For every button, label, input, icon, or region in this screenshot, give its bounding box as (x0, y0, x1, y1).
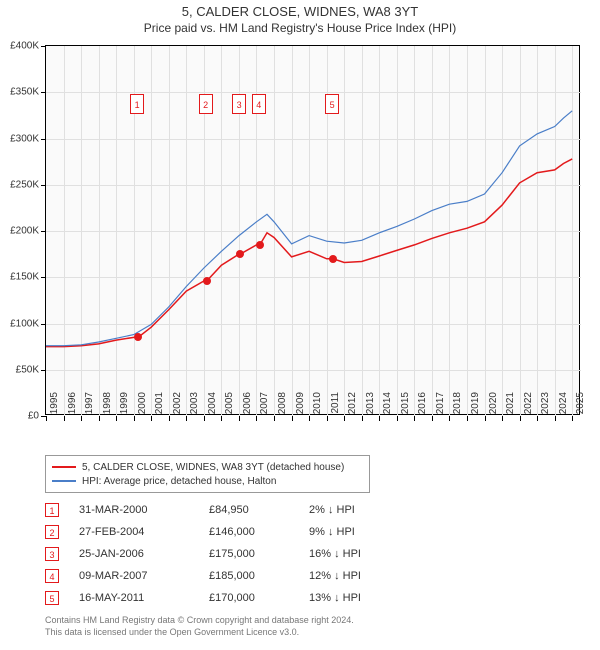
chart-title: 5, CALDER CLOSE, WIDNES, WA8 3YT (0, 0, 600, 19)
sale-date: 27-FEB-2004 (79, 526, 209, 538)
sale-price: £146,000 (209, 526, 309, 538)
y-axis-label: £200K (0, 226, 39, 237)
series-property (46, 159, 572, 347)
sale-marker-dot-1 (134, 333, 142, 341)
attribution-line1: Contains HM Land Registry data © Crown c… (45, 615, 354, 627)
chart-subtitle: Price paid vs. HM Land Registry's House … (0, 19, 600, 39)
chart-area: £0£50K£100K£150K£200K£250K£300K£350K£400… (45, 45, 580, 415)
sale-date: 09-MAR-2007 (79, 570, 209, 582)
y-axis-label: £150K (0, 272, 39, 283)
y-axis-label: £400K (0, 41, 39, 52)
chart-lines (46, 46, 581, 416)
sale-hpi-delta: 13% ↓ HPI (309, 592, 409, 604)
legend-label: 5, CALDER CLOSE, WIDNES, WA8 3YT (detach… (82, 462, 344, 473)
sale-marker-box-3: 3 (232, 94, 246, 114)
sale-number: 3 (45, 547, 59, 561)
sale-marker-box-2: 2 (199, 94, 213, 114)
sale-row: 1 31-MAR-2000£84,9502% ↓ HPI (45, 500, 545, 520)
y-axis-label: £250K (0, 179, 39, 190)
sale-price: £170,000 (209, 592, 309, 604)
sale-number: 2 (45, 525, 59, 539)
sale-date: 16-MAY-2011 (79, 592, 209, 604)
y-axis-label: £0 (0, 411, 39, 422)
sale-number: 5 (45, 591, 59, 605)
sale-row: 5 16-MAY-2011£170,00013% ↓ HPI (45, 588, 545, 608)
sale-price: £175,000 (209, 548, 309, 560)
sale-marker-dot-2 (203, 277, 211, 285)
sale-date: 31-MAR-2000 (79, 504, 209, 516)
legend: 5, CALDER CLOSE, WIDNES, WA8 3YT (detach… (45, 455, 370, 493)
legend-item: HPI: Average price, detached house, Halt… (52, 474, 363, 488)
sale-date: 25-JAN-2006 (79, 548, 209, 560)
sale-marker-dot-5 (329, 255, 337, 263)
sale-hpi-delta: 16% ↓ HPI (309, 548, 409, 560)
sale-row: 3 25-JAN-2006£175,00016% ↓ HPI (45, 544, 545, 564)
y-axis-label: £50K (0, 364, 39, 375)
legend-swatch (52, 466, 76, 468)
y-axis-label: £300K (0, 133, 39, 144)
plot-area: £0£50K£100K£150K£200K£250K£300K£350K£400… (45, 45, 580, 415)
series-hpi (46, 111, 572, 346)
sale-hpi-delta: 9% ↓ HPI (309, 526, 409, 538)
sale-number: 4 (45, 569, 59, 583)
sale-marker-box-1: 1 (130, 94, 144, 114)
sales-table: 131-MAR-2000£84,9502% ↓ HPI227-FEB-2004£… (45, 500, 545, 610)
sale-marker-dot-4 (256, 241, 264, 249)
sale-marker-box-5: 5 (325, 94, 339, 114)
attribution-line2: This data is licensed under the Open Gov… (45, 627, 354, 639)
sale-row: 2 27-FEB-2004£146,0009% ↓ HPI (45, 522, 545, 542)
sale-marker-dot-3 (236, 250, 244, 258)
attribution: Contains HM Land Registry data © Crown c… (45, 615, 354, 638)
sale-number: 1 (45, 503, 59, 517)
legend-item: 5, CALDER CLOSE, WIDNES, WA8 3YT (detach… (52, 460, 363, 474)
sale-price: £84,950 (209, 504, 309, 516)
legend-label: HPI: Average price, detached house, Halt… (82, 476, 276, 487)
legend-swatch (52, 480, 76, 482)
y-axis-label: £350K (0, 87, 39, 98)
sale-row: 4 09-MAR-2007£185,00012% ↓ HPI (45, 566, 545, 586)
y-axis-label: £100K (0, 318, 39, 329)
sale-hpi-delta: 2% ↓ HPI (309, 504, 409, 516)
sale-price: £185,000 (209, 570, 309, 582)
sale-marker-box-4: 4 (252, 94, 266, 114)
sale-hpi-delta: 12% ↓ HPI (309, 570, 409, 582)
